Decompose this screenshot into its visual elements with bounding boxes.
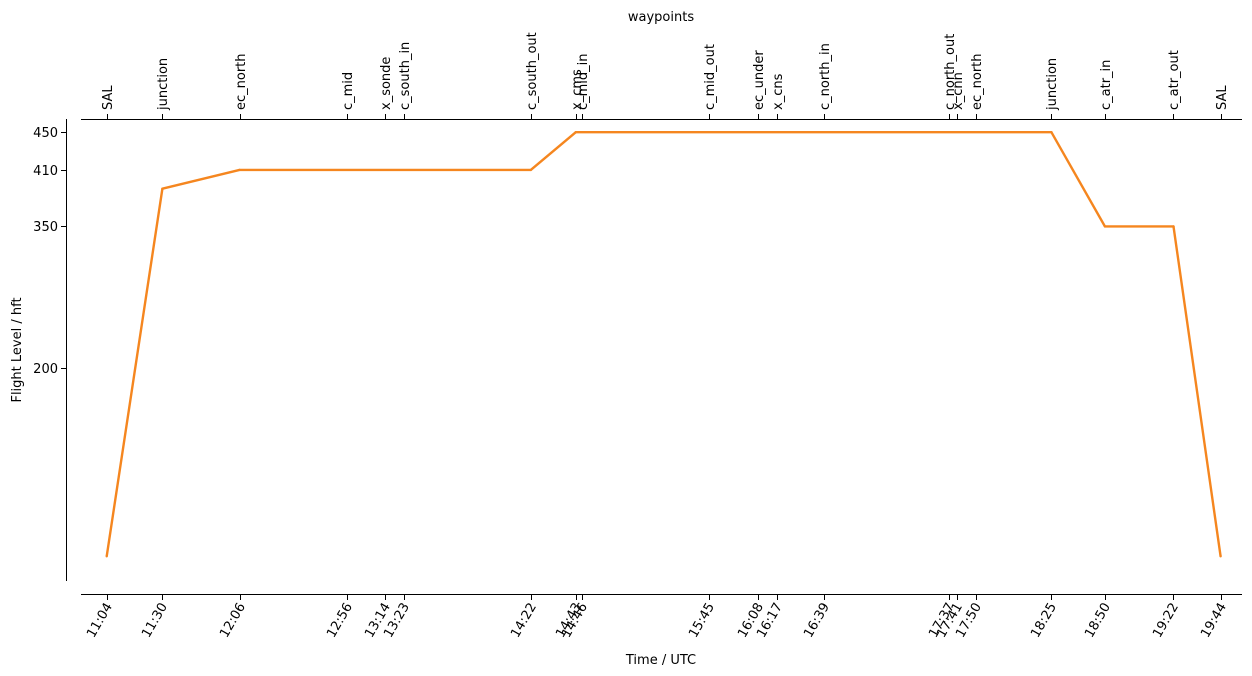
time-tick-label: 11:30 [139,601,171,641]
y-axis-title: Flight Level / hft [10,297,25,402]
waypoint-label: junction [1045,58,1060,111]
waypoint-label: c_north_in [818,43,833,110]
waypoint-label: ec_north [234,53,249,110]
time-tick-label: 15:45 [686,601,718,641]
waypoint-label: ec_north [970,53,985,110]
waypoint-label: SAL [1215,85,1230,110]
waypoint-label: junction [156,58,171,111]
flight-point [1219,555,1222,558]
time-tick-label: 16:39 [801,601,833,641]
x-axis-title: Time / UTC [625,653,696,668]
waypoint-label: c_north_out [943,34,958,110]
flight-point [1103,225,1107,228]
waypoint-label: c_mid [341,72,356,110]
waypoint-label: x_cms [570,69,585,110]
waypoint-label: x_sonde [379,57,394,110]
flight-point [529,168,532,172]
time-tick-label: 14:22 [508,601,540,641]
flight-point [1050,131,1053,134]
flight-point [238,168,241,172]
y-tick-label: 350 [33,220,58,235]
waypoint-label: c_atr_in [1099,60,1114,110]
waypoint-label: c_mid_in [576,53,591,110]
flight-point [574,131,577,134]
waypoint-label: c_mid_out [703,44,718,110]
time-tick-label: 19:44 [1198,601,1230,641]
flight-level-line [105,130,1222,557]
waypoint-label: x_cns [771,73,786,110]
time-tick-label: 12:06 [217,601,249,641]
y-tick-label: 450 [33,126,58,141]
flight-point [1172,225,1175,228]
tick-layer: 200 350 410 450 SAL 11:04 junction 11:30 ec_nort… [33,32,1230,640]
time-tick-label: 11:04 [84,601,116,641]
time-tick-label: 18:50 [1082,601,1114,641]
flight-point [105,555,108,558]
waypoint-label: ec_under [752,50,767,110]
waypoint-label: c_atr_out [1167,50,1182,110]
waypoint-label: c_south_out [525,32,540,110]
time-tick-label: 18:25 [1028,601,1060,641]
time-tick-label: 12:56 [324,601,356,641]
time-tick-label: 19:22 [1150,601,1182,641]
waypoint-label: x_cnn [951,72,966,110]
series-layer [105,130,1222,558]
flight-point [161,187,164,190]
waypoint-label: c_south_in [398,42,413,110]
chart-title: waypoints [628,10,694,25]
y-tick-label: 200 [33,362,58,377]
waypoint-label: SAL [101,85,116,110]
y-tick-label: 410 [33,164,58,179]
